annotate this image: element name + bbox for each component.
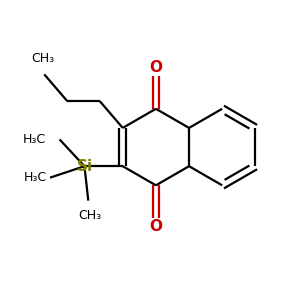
Text: CH₃: CH₃ [31, 52, 54, 65]
Text: Si: Si [76, 159, 92, 174]
Text: H₃C: H₃C [23, 133, 46, 146]
Text: CH₃: CH₃ [78, 209, 101, 222]
Text: H₃C: H₃C [24, 171, 47, 184]
Text: O: O [149, 219, 162, 234]
Text: O: O [149, 61, 162, 76]
